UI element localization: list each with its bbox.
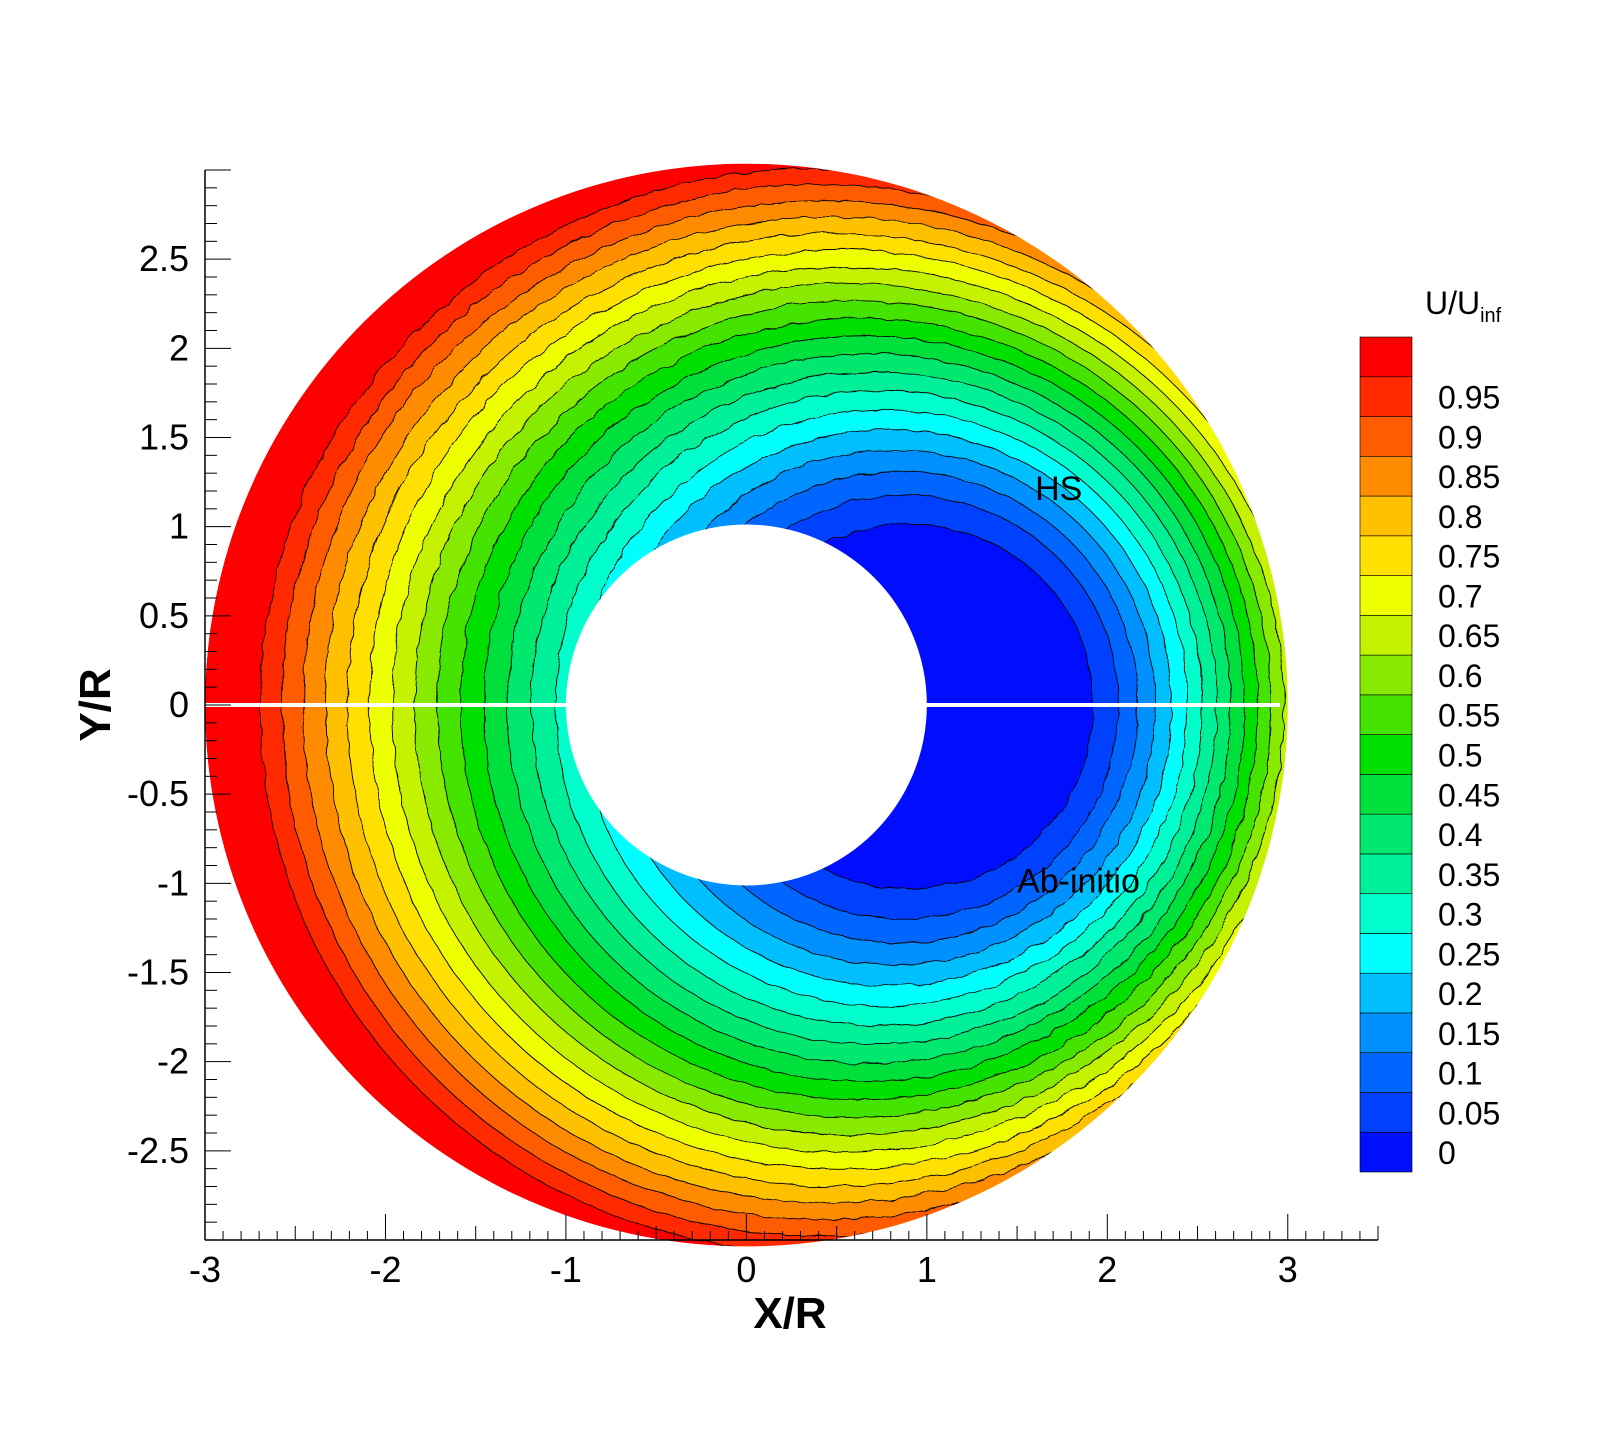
colorbar-swatch: [1359, 1052, 1413, 1093]
colorbar-label: 0.2: [1438, 976, 1482, 1012]
colorbar-label: 0.5: [1438, 738, 1482, 774]
colorbar-label: 0.45: [1438, 777, 1500, 813]
colorbar-swatch: [1359, 336, 1413, 378]
y-tick-label: 2: [169, 327, 189, 368]
colorbar-label: 0.6: [1438, 658, 1482, 694]
colorbar-swatch: [1359, 575, 1413, 616]
x-tick-label: 1: [917, 1249, 937, 1290]
y-tick-label: -1: [157, 862, 189, 903]
colorbar-label: 0.35: [1438, 857, 1500, 893]
colorbar-swatch: [1359, 376, 1413, 417]
colorbar-label: 0.4: [1438, 817, 1482, 853]
y-tick-label: -2: [157, 1041, 189, 1082]
colorbar-swatch: [1359, 774, 1413, 815]
colorbar-swatch: [1359, 813, 1413, 855]
y-tick-label: 2.5: [139, 238, 189, 279]
colorbar-swatch: [1359, 615, 1413, 656]
upper-half-hs: [205, 163, 1369, 705]
y-tick-label: 1: [169, 506, 189, 547]
colorbar-swatch: [1359, 1131, 1413, 1173]
colorbar-label: 0.05: [1438, 1095, 1500, 1131]
annotation-hs: HS: [1035, 470, 1082, 508]
y-tick-label: -2.5: [127, 1130, 189, 1171]
x-tick-label: 0: [736, 1249, 756, 1290]
colorbar-swatch: [1359, 495, 1413, 537]
x-axis-title: X/R: [753, 1289, 826, 1338]
colorbar-label: 0.55: [1438, 698, 1500, 734]
y-tick-label: -0.5: [127, 773, 189, 814]
colorbar-label: 0.25: [1438, 936, 1500, 972]
y-tick-label: 0.5: [139, 595, 189, 636]
colorbar-title-main: U/U: [1425, 285, 1480, 321]
colorbar-label: 0.3: [1438, 897, 1482, 933]
x-tick-label: 2: [1097, 1249, 1117, 1290]
colorbar-label: 0.1: [1438, 1056, 1482, 1092]
colorbar-label: 0.85: [1438, 459, 1500, 495]
colorbar-swatch: [1359, 416, 1413, 457]
lower-half-ab-initio: [205, 705, 1369, 1253]
colorbar-swatch: [1359, 1012, 1413, 1054]
colorbar-swatch: [1359, 535, 1413, 576]
colorbar-label: 0.15: [1438, 1016, 1500, 1052]
colorbar-swatch: [1359, 972, 1413, 1014]
colorbar-swatch: [1359, 455, 1413, 497]
annotation-ab-initio: Ab-initio: [1017, 862, 1140, 900]
colorbar-label: 0.65: [1438, 618, 1500, 654]
y-tick-label: 0: [169, 684, 189, 725]
x-tick-label: 3: [1278, 1249, 1298, 1290]
colorbar-label: 0.9: [1438, 419, 1482, 455]
colorbar-swatch: [1359, 694, 1413, 735]
colorbar-label: 0: [1438, 1135, 1456, 1171]
contour-bands: [260, 168, 1369, 705]
x-tick-label: -2: [369, 1249, 401, 1290]
x-tick-label: -3: [189, 1249, 221, 1290]
colorbar-label: 0.7: [1438, 578, 1482, 614]
colorbar-label: 0.8: [1438, 499, 1482, 535]
colorbar-swatch: [1359, 1092, 1413, 1133]
colorbar-swatch: [1359, 893, 1413, 934]
y-tick-label: 1.5: [139, 417, 189, 458]
colorbar-label: 0.75: [1438, 539, 1500, 575]
x-tick-label: -1: [550, 1249, 582, 1290]
y-tick-label: -1.5: [127, 952, 189, 993]
contour-bands: [260, 705, 1369, 1253]
cylinder-body: [565, 524, 927, 886]
colorbar-title: U/Uinf: [1425, 285, 1502, 327]
colorbar-swatch: [1359, 933, 1413, 974]
colorbar-swatch: [1359, 734, 1413, 775]
y-axis-title: Y/R: [71, 668, 120, 741]
colorbar-legend: U/Uinf 0 0.050.1 0.15 0.2 0.250.3 0.35 0.4 0.45…: [1359, 285, 1502, 1173]
axes: -3 -2 -1 0 1 2 3 -2.5 -2 -1.5 -1 -0.5 0 0.5 1 1.5 2 2.5: [127, 169, 1379, 1290]
colorbar-title-sub: inf: [1480, 305, 1502, 327]
colorbar-swatch: [1359, 853, 1413, 894]
colorbar-label: 0.95: [1438, 380, 1500, 416]
colorbar-swatch: [1359, 654, 1413, 696]
